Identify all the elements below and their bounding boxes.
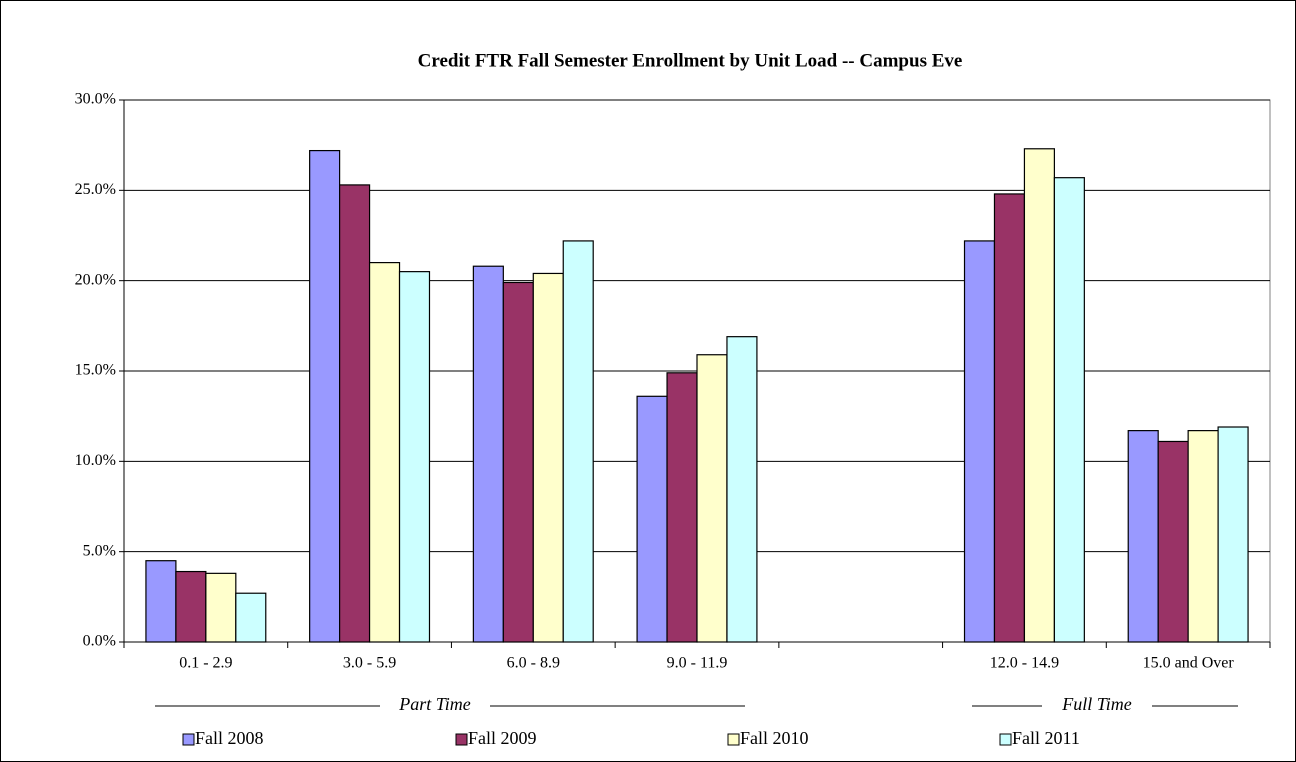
chart-title: Credit FTR Fall Semester Enrollment by U… (418, 50, 963, 71)
legend-swatch (999, 733, 1012, 746)
x-tick-label: 9.0 - 11.9 (667, 655, 728, 672)
legend-swatch (455, 733, 468, 746)
bar (398, 271, 431, 643)
bar (562, 240, 594, 643)
x-tick-label: 6.0 - 8.9 (507, 655, 560, 672)
bar (666, 372, 698, 643)
bar (472, 265, 504, 643)
bar (1157, 440, 1189, 643)
bar (636, 395, 668, 643)
bar (1187, 430, 1219, 643)
bar (205, 572, 237, 643)
legend-label: Fall 2009 (468, 728, 537, 748)
bar (1217, 426, 1249, 643)
bar (145, 560, 177, 643)
x-tick-label: 3.0 - 5.9 (343, 655, 396, 672)
x-tick-label: 12.0 - 14.9 (990, 655, 1059, 672)
bar (339, 184, 371, 643)
bar (235, 592, 267, 643)
bar (726, 336, 758, 643)
y-tick-label: 5.0% (83, 542, 116, 559)
bar (963, 240, 996, 643)
bar (532, 272, 564, 643)
y-tick-label: 25.0% (75, 181, 116, 198)
bar (1127, 430, 1159, 643)
bar (1053, 177, 1085, 643)
annotation: Part Time (398, 694, 471, 714)
legend-swatch (727, 733, 740, 746)
bar (368, 262, 401, 643)
legend-label: Fall 2010 (740, 728, 809, 748)
bar (1023, 148, 1055, 643)
x-tick-label: 0.1 - 2.9 (179, 655, 232, 672)
y-tick-label: 0.0% (83, 633, 116, 650)
legend-swatch (182, 733, 195, 746)
bar (309, 149, 341, 643)
y-tick-label: 10.0% (75, 452, 116, 469)
legend-label: Fall 2008 (195, 728, 264, 748)
y-tick-label: 30.0% (75, 91, 116, 108)
bar (502, 281, 534, 643)
bar (696, 354, 728, 643)
annotation: Full Time (1061, 694, 1132, 714)
y-tick-label: 20.0% (75, 271, 116, 288)
y-tick-label: 15.0% (75, 362, 116, 379)
bar (993, 193, 1026, 643)
x-tick-label: 15.0 and Over (1143, 655, 1235, 672)
legend-label: Fall 2011 (1012, 728, 1080, 748)
bar (175, 570, 207, 643)
